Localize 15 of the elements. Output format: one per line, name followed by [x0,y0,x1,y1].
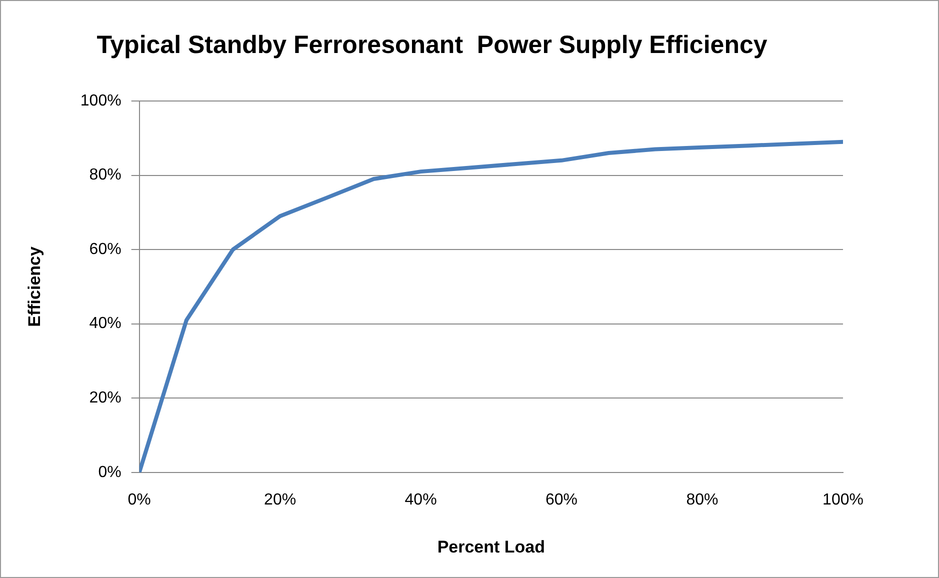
y-tick-label: 100% [80,92,122,110]
chart-title: Typical Standby Ferroresonant Power Supply Efficiency [96,30,768,59]
x-tick-label: 20% [264,491,296,508]
x-axis-title: Percent Load [437,537,546,556]
x-tick-label: 80% [686,491,718,508]
y-tick-label: 80% [89,166,122,184]
x-tick-label: 60% [546,491,578,508]
y-tick-label: 40% [89,315,122,332]
y-axis-title: Efficiency [24,246,44,327]
x-tick-label: 0% [128,491,151,508]
y-tick-label: 0% [98,464,122,481]
y-tick-label: 20% [89,390,122,407]
x-tick-label: 40% [404,491,437,508]
y-tick-label: 60% [89,240,122,258]
x-tick-label: 100% [822,491,864,508]
